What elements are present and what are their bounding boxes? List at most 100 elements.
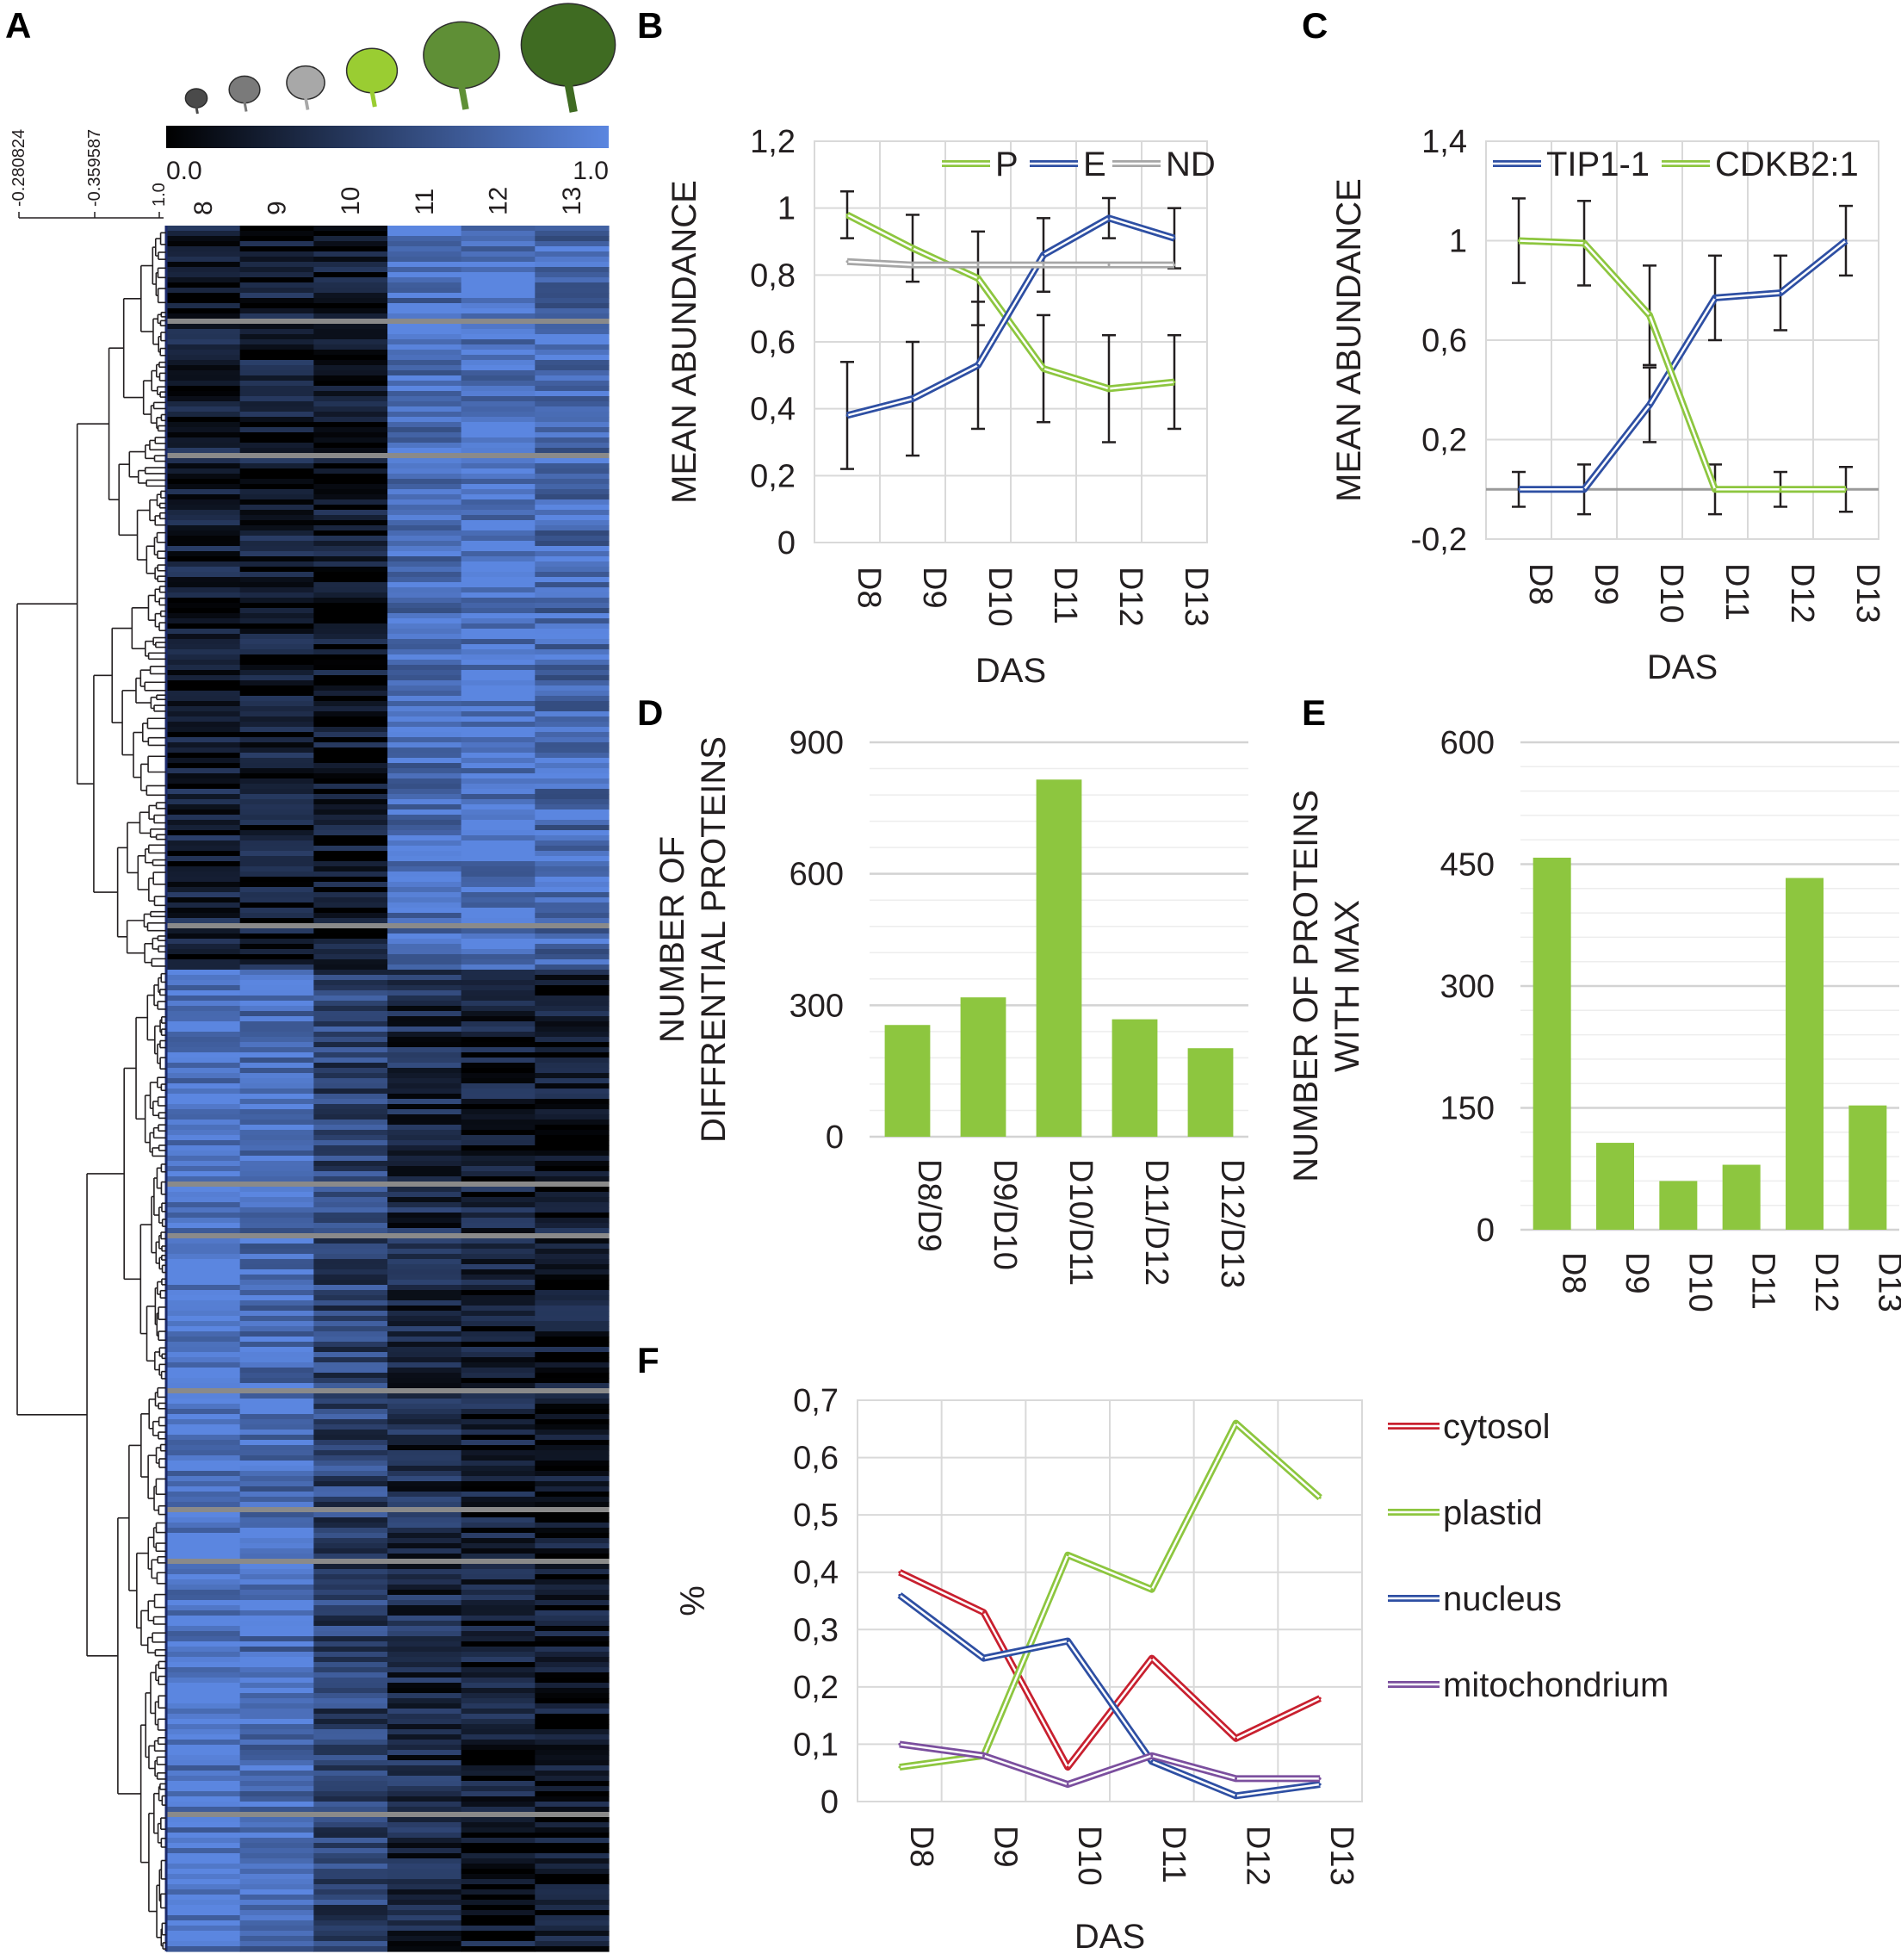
heatmap-cell	[461, 1275, 536, 1281]
heatmap-cell	[387, 825, 462, 831]
heatmap-cell	[387, 1590, 462, 1596]
heatmap-cell	[387, 1275, 462, 1281]
heatmap-cell	[166, 1337, 241, 1343]
heatmap-cell	[535, 1807, 610, 1813]
heatmap-cell	[239, 1223, 314, 1229]
heatmap-cell	[461, 1135, 536, 1141]
y-axis-title: WITH MAX	[1328, 900, 1366, 1072]
heatmap-cell	[166, 324, 241, 330]
heatmap-cell	[535, 1331, 610, 1337]
heatmap-cell	[461, 1016, 536, 1022]
heatmap-cell	[166, 1388, 241, 1394]
y-tick-label: 0,6	[750, 325, 796, 361]
heatmap-cell	[535, 603, 610, 609]
heatmap-cell	[313, 1486, 388, 1492]
heatmap-cell	[239, 1502, 314, 1508]
heatmap-cell	[166, 1502, 241, 1508]
heatmap-cell	[313, 685, 388, 692]
heatmap-cell	[387, 319, 462, 325]
x-tick-label: D11/D12	[1138, 1159, 1174, 1286]
heatmap-cell	[387, 257, 462, 263]
heatmap-cell	[387, 1094, 462, 1100]
heatmap-cell	[535, 1512, 610, 1518]
heatmap-cell	[239, 1192, 314, 1198]
panel-label-d: D	[637, 692, 663, 733]
heatmap-cell	[461, 324, 536, 330]
heatmap-cell	[461, 1125, 536, 1131]
heatmap-cell	[387, 1156, 462, 1162]
heatmap-cell	[461, 1564, 536, 1570]
heatmap-cell	[239, 1130, 314, 1136]
heatmap-cell	[535, 644, 610, 650]
series-line-highlight	[846, 217, 1175, 417]
heatmap-cell	[239, 541, 314, 547]
heatmap-cell	[313, 360, 388, 366]
heatmap-cell	[535, 1471, 610, 1477]
heatmap-cell	[239, 344, 314, 350]
heatmap-cell	[313, 1068, 388, 1074]
heatmap-cell	[387, 520, 462, 526]
heatmap-cell	[166, 784, 241, 790]
heatmap-cell	[387, 696, 462, 702]
heatmap-cell	[535, 1528, 610, 1534]
heatmap-cell	[387, 1523, 462, 1529]
heatmap-cell	[461, 1109, 536, 1115]
heatmap-cell	[166, 1647, 241, 1653]
heatmap-cell	[461, 226, 536, 232]
heatmap-cell	[535, 1058, 610, 1064]
heatmap-cell	[535, 1652, 610, 1658]
y-tick-label: 0,2	[793, 1670, 839, 1706]
legend-label: TIP1-1	[1546, 146, 1650, 183]
heatmap-cell	[166, 1109, 241, 1115]
heatmap-cell	[313, 877, 388, 883]
data-point	[1042, 264, 1045, 267]
heatmap-cell	[461, 1946, 536, 1952]
heatmap-cell	[313, 499, 388, 506]
heatmap-cell	[461, 944, 536, 950]
heatmap-cell	[461, 448, 536, 454]
heatmap-cell	[239, 556, 314, 562]
heatmap-cell	[387, 644, 462, 650]
heatmap-cell	[239, 1466, 314, 1472]
heatmap-cell	[535, 913, 610, 919]
heatmap-cell	[239, 1052, 314, 1058]
heatmap-cell	[166, 660, 241, 666]
heatmap-cell	[313, 1884, 388, 1890]
heatmap-cell	[239, 319, 314, 325]
heatmap-cell	[313, 964, 388, 971]
heatmap-cell	[535, 417, 610, 423]
heatmap-cell	[313, 1796, 388, 1802]
heatmap-cell	[461, 437, 536, 443]
heatmap-cell	[239, 551, 314, 557]
x-tick-label: D13	[1323, 1826, 1359, 1886]
heatmap-cell	[313, 1905, 388, 1911]
data-point	[1713, 296, 1717, 300]
heatmap-cell	[313, 1342, 388, 1348]
heatmap-cell	[166, 1719, 241, 1725]
heatmap-cell	[239, 1915, 314, 1921]
heatmap-cell	[461, 536, 536, 542]
heatmap-cell	[239, 1590, 314, 1596]
heatmap-cell	[387, 1528, 462, 1534]
heatmap-cell	[535, 897, 610, 903]
heatmap-cell	[166, 1703, 241, 1709]
heatmap-cell	[387, 1161, 462, 1167]
heatmap-cell	[387, 1833, 462, 1839]
heatmap-cell	[313, 1337, 388, 1343]
heatmap-cell	[313, 1176, 388, 1182]
heatmap-cell	[239, 1424, 314, 1430]
heatmap-cell	[461, 660, 536, 666]
heatmap-cell	[461, 505, 536, 511]
heatmap-cell	[239, 763, 314, 769]
heatmap-cell	[313, 1378, 388, 1384]
heatmap-cell	[535, 975, 610, 981]
heatmap-cell	[461, 1316, 536, 1322]
heatmap-cell	[313, 1559, 388, 1565]
data-point	[1173, 237, 1176, 240]
heatmap-cell	[387, 908, 462, 914]
heatmap-cell	[239, 1610, 314, 1616]
heatmap-cell	[387, 1807, 462, 1813]
heatmap-cell	[535, 1657, 610, 1663]
heatmap-cell	[239, 1895, 314, 1901]
heatmap-cell	[239, 1476, 314, 1482]
